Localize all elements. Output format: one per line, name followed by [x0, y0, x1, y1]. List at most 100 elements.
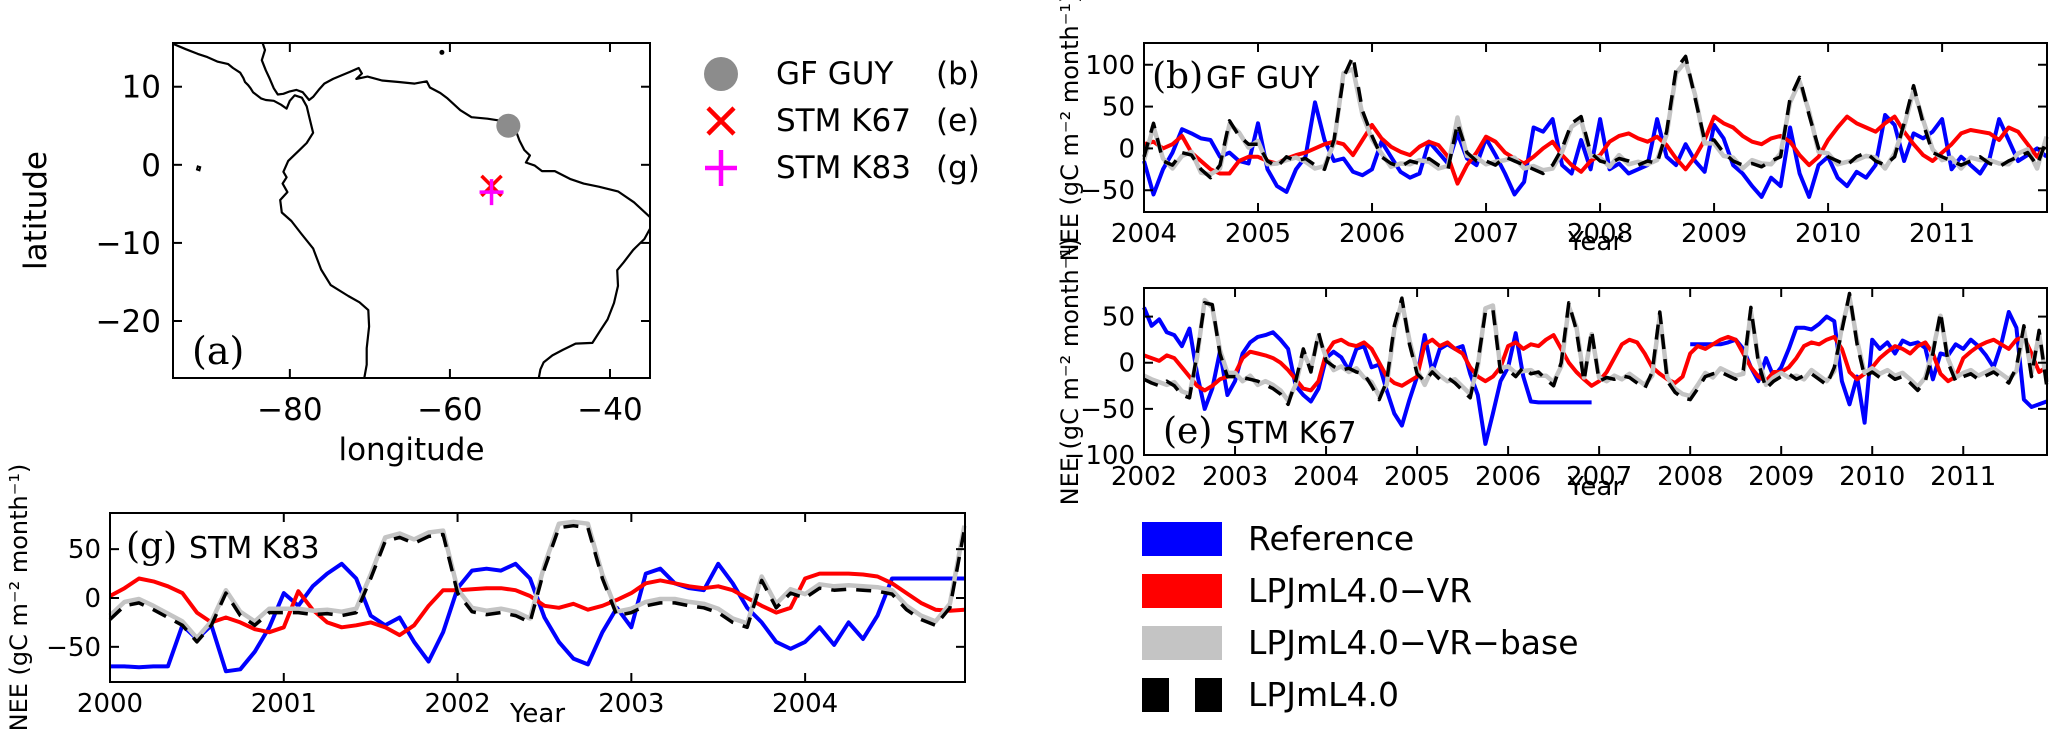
site-panel-ref: (e)	[936, 102, 980, 139]
series-legend-item-lpjml-vr: LPJmL4.0−VR	[1142, 571, 1579, 610]
x-tick-label: 2005	[1225, 219, 1291, 249]
lpjml-dashed-swatch	[1142, 677, 1222, 712]
x-tick-label: 2006	[1339, 219, 1405, 249]
antilles-island	[439, 49, 445, 55]
series-line-lpjml4-0-vr	[1143, 333, 2048, 393]
series-label: LPJmL4.0	[1248, 675, 1400, 714]
series-label: LPJmL4.0−VR	[1248, 571, 1473, 610]
y-axis-label: NEE (gC m⁻² month⁻¹)	[1056, 238, 1084, 506]
panel-title: STM K67	[1226, 416, 1357, 451]
series-line-lpjml4-0	[108, 523, 967, 644]
site-legend: GF GUY (b) STM K67 (e) STM K83 (g)	[698, 50, 980, 191]
lpjml-vr-swatch	[1142, 573, 1222, 608]
site-legend-item-k67: STM K67 (e)	[698, 97, 980, 144]
y-tick-label: −50	[1080, 176, 1135, 206]
axes-frame	[1143, 287, 2048, 456]
y-tick-label: −100	[1064, 441, 1135, 471]
series-line-lpjml4-0	[1142, 54, 2049, 180]
y-tick-label: 50	[68, 535, 101, 565]
x-tick-label: 2008	[1657, 462, 1723, 492]
series-label: Reference	[1248, 519, 1415, 558]
map-x-tick-label: −80	[257, 392, 322, 428]
y-tick-label: 50	[1102, 93, 1135, 123]
map-y-axis-label: latitude	[18, 151, 54, 270]
site-panel-ref: (b)	[936, 55, 980, 92]
series-line-lpjml4-0-vr-base	[1143, 294, 2049, 403]
series-line-lpjml4-0	[1143, 291, 2049, 407]
x-tick-label: 2009	[1681, 219, 1747, 249]
series-line-lpjml4-0-vr	[109, 571, 965, 638]
x-tick-label: 2003	[598, 689, 664, 719]
x-tick-label: 2007	[1566, 462, 1632, 492]
x-tick-label: 2004	[772, 689, 838, 719]
panel-b-chart: 2004 2005 2006 2007 2008 2009 2010 2011 −50 0 50 10…	[1056, 0, 2049, 261]
map-y-tick-label: −10	[96, 226, 161, 262]
coastline-pacific	[173, 43, 371, 378]
series-label: LPJmL4.0−VR−base	[1248, 623, 1579, 662]
x-tick-label: 2002	[1111, 462, 1177, 492]
y-tick-label: 100	[1085, 51, 1135, 81]
circle-marker-icon	[704, 56, 738, 91]
map-site-marker-plus	[479, 179, 504, 206]
galapagos-island	[195, 165, 202, 172]
map-y-tick-label: −20	[96, 304, 161, 340]
x-tick-label: 2011	[1909, 219, 1975, 249]
series-legend: Reference LPJmL4.0−VR LPJmL4.0−VR−base L…	[1142, 519, 1579, 727]
x-tick-label: 2005	[1384, 462, 1450, 492]
x-tick-label: 2009	[1748, 462, 1814, 492]
x-tick-label: 2006	[1475, 462, 1541, 492]
x-axis-label: Year	[509, 699, 565, 729]
x-tick-label: 2003	[1202, 462, 1268, 492]
x-tick-label: 2011	[1930, 462, 1996, 492]
x-tick-label: 2010	[1839, 462, 1905, 492]
plus-marker-icon	[705, 149, 737, 186]
site-panel-ref: (g)	[936, 149, 980, 186]
panel-letter: (e)	[1163, 411, 1212, 452]
reference-swatch	[1142, 521, 1222, 556]
x-tick-label: 2004	[1111, 219, 1177, 249]
y-axis-label: NEE (gC m⁻² month⁻¹)	[5, 464, 33, 732]
x-tick-label: 2004	[1293, 462, 1359, 492]
series-line-reference	[110, 561, 965, 674]
panel-letter: (g)	[126, 526, 177, 567]
y-tick-label: 0	[84, 584, 101, 614]
x-tick-label: 2007	[1453, 219, 1519, 249]
y-tick-label: −50	[46, 633, 101, 663]
map-x-axis-label: longitude	[338, 432, 484, 468]
site-name: STM K67	[776, 102, 911, 139]
site-name: STM K83	[776, 149, 911, 186]
panel-title: GF GUY	[1206, 61, 1320, 96]
panel-title: STM K83	[189, 531, 320, 566]
x-axis-label: Year	[1567, 472, 1623, 502]
map-site-marker-circle	[496, 113, 521, 138]
y-tick-label: 0	[1118, 349, 1135, 379]
x-axis-label: Year	[1567, 227, 1623, 257]
x-tick-label: 2010	[1795, 219, 1861, 249]
x-tick-label: 2001	[251, 689, 317, 719]
lpjml-vr-base-swatch	[1142, 625, 1222, 660]
site-legend-item-gfguy: GF GUY (b)	[698, 50, 980, 97]
map-frame	[172, 42, 651, 379]
x-marker-icon	[706, 105, 736, 136]
panel-e-chart: 2002 2003 2004 2005 2006 2007 2008 2009 2010 2011…	[1056, 238, 2049, 506]
series-legend-item-lpjml-vr-base: LPJmL4.0−VR−base	[1142, 623, 1579, 662]
map-y-tick-label: 0	[141, 148, 161, 184]
x-tick-label: 2008	[1567, 219, 1633, 249]
x-tick-label: 2000	[77, 689, 143, 719]
y-tick-label: 0	[1118, 134, 1135, 164]
panel-letter: (b)	[1152, 56, 1203, 97]
y-tick-label: 50	[1102, 303, 1135, 333]
x-tick-label: 2002	[424, 689, 490, 719]
site-legend-item-k83: STM K83 (g)	[698, 144, 980, 191]
panel-letter: (a)	[192, 329, 244, 373]
series-legend-item-reference: Reference	[1142, 519, 1579, 558]
panel-g-chart: 2000 2001 2002 2003 2004 −50 0 50 Year NEE (gC m⁻…	[5, 464, 967, 732]
map-y-tick-label: 10	[122, 70, 161, 106]
map-x-tick-label: −40	[577, 392, 642, 428]
series-legend-item-lpjml: LPJmL4.0	[1142, 675, 1579, 714]
map-panel: −80 −60 −40 10 0 −10 −20 longitude latitude (a)	[18, 42, 651, 468]
map-x-tick-label: −60	[417, 392, 482, 428]
site-name: GF GUY	[776, 55, 894, 92]
